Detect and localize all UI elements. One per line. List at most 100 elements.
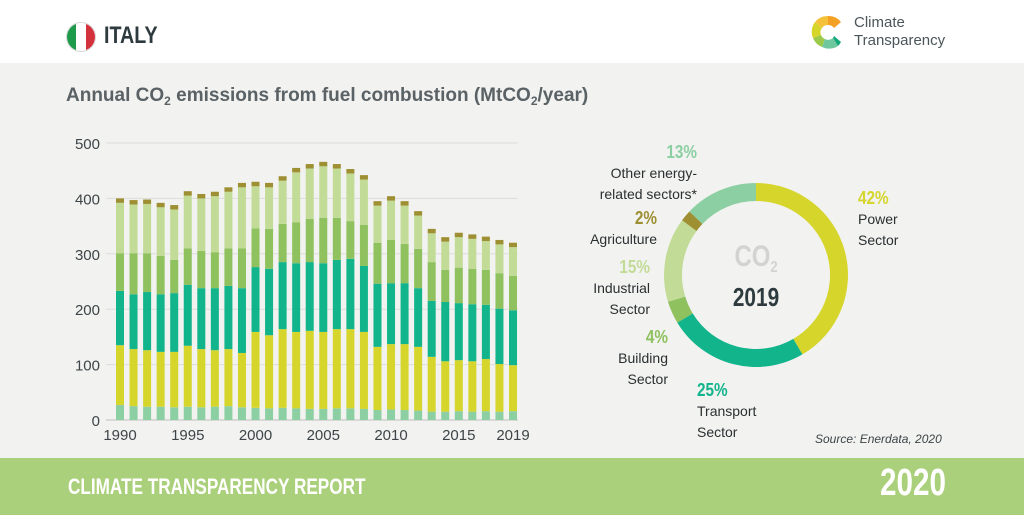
x-tick-label: 2005 xyxy=(307,427,340,444)
bar-segment-agriculture xyxy=(441,237,450,242)
bar-segment-industrial xyxy=(265,187,274,229)
bar-segment-other xyxy=(292,408,301,420)
bar-segment-building xyxy=(224,248,233,286)
bar-segment-other xyxy=(129,406,138,420)
bar-segment-power xyxy=(373,346,382,411)
bar-segment-industrial xyxy=(210,196,219,253)
y-tick-label: 500 xyxy=(75,136,100,153)
chart-title: Annual CO 2 emissions from fuel combustio… xyxy=(66,85,588,108)
flag-stripe-red xyxy=(85,23,95,51)
bar-segment-building xyxy=(332,217,341,260)
title-part: emissions from fuel combustion (MtCO xyxy=(170,85,531,106)
bar-segment-building xyxy=(414,248,423,289)
bar-segment-other xyxy=(305,408,314,420)
bar-segment-building xyxy=(116,253,124,291)
bar-segment-other xyxy=(116,405,124,420)
pct-industrial: 15% xyxy=(619,257,650,277)
label-industrial: 15% Industrial Sector xyxy=(548,257,650,320)
bar-segment-industrial xyxy=(251,186,260,229)
bar-segment-industrial xyxy=(116,202,124,254)
bar-segment-industrial xyxy=(183,195,192,249)
bar-segment-transport xyxy=(156,294,165,352)
bar-segment-agriculture xyxy=(305,164,314,169)
bar-segment-agriculture xyxy=(129,200,138,205)
label-line: Sector xyxy=(627,371,668,387)
bar-segment-other xyxy=(454,411,463,420)
bar-segment-building xyxy=(129,253,138,295)
title-part: Annual CO xyxy=(66,85,165,106)
bar-segment-transport xyxy=(400,283,409,345)
bar-segment-agriculture xyxy=(156,202,165,208)
y-tick-label: 200 xyxy=(75,302,100,319)
footer-band xyxy=(0,458,1024,515)
bar-segment-agriculture xyxy=(400,201,409,206)
label-line: Transport xyxy=(697,403,757,419)
bar-segment-transport xyxy=(454,303,463,361)
y-tick-label: 100 xyxy=(75,358,100,375)
bar-segment-industrial xyxy=(414,215,423,249)
bar-segment-transport xyxy=(387,283,396,345)
bar-segment-power xyxy=(265,335,274,409)
bar-segment-transport xyxy=(129,294,138,350)
bar-segment-other xyxy=(387,409,396,420)
pct-other: 13% xyxy=(666,142,697,162)
bar-segment-transport xyxy=(427,300,436,357)
source-note: Source: Enerdata, 2020 xyxy=(815,432,942,446)
bar-segment-other xyxy=(170,407,179,420)
x-tick-label: 2010 xyxy=(374,427,407,444)
bar-segment-building xyxy=(237,248,246,289)
bar-segment-other xyxy=(359,408,368,420)
label-line: related sectors* xyxy=(599,186,697,202)
bar-segment-power xyxy=(210,350,219,407)
bar-segment-agriculture xyxy=(170,205,179,210)
bar-segment-other xyxy=(319,408,328,420)
donut-slice-industrial xyxy=(664,220,697,302)
donut-center-year: 2019 xyxy=(732,282,780,312)
bar-segment-power xyxy=(197,349,206,408)
bar-segment-transport xyxy=(359,265,368,332)
bar-segment-power xyxy=(441,361,450,412)
bar-segment-power xyxy=(387,344,396,410)
bar-segment-power xyxy=(183,345,192,407)
bar-segment-building xyxy=(292,222,301,264)
bar-segment-other xyxy=(143,406,152,420)
pct-building: 4% xyxy=(645,327,668,347)
label-line: Industrial xyxy=(593,280,650,296)
bar-segment-building xyxy=(359,224,368,266)
bar-segment-building xyxy=(387,239,396,284)
donut-slice-agriculture xyxy=(682,211,703,231)
bar-segment-power xyxy=(454,360,463,412)
bar-segment-transport xyxy=(468,304,477,362)
bar-segment-building xyxy=(197,251,206,289)
bar-segment-agriculture xyxy=(143,199,152,204)
co2-subscript: 2 xyxy=(770,259,778,276)
bar-segment-industrial xyxy=(278,180,287,224)
bar-segment-power xyxy=(468,361,477,412)
bar-segment-industrial xyxy=(129,204,138,254)
label-agriculture: 2% Agriculture xyxy=(548,208,657,250)
label-line: Sector xyxy=(609,301,650,317)
title-subscript: 2 xyxy=(530,94,538,108)
bar-segment-other xyxy=(197,407,206,420)
bar-segment-building xyxy=(251,228,260,268)
bar-segment-other xyxy=(278,407,287,420)
bar-segment-industrial xyxy=(509,247,517,276)
bar-segment-power xyxy=(143,350,152,407)
pct-agriculture: 2% xyxy=(634,208,657,228)
x-tick-label: 1990 xyxy=(103,427,136,444)
bar-segment-power xyxy=(237,352,246,408)
bar-segment-building xyxy=(319,217,328,264)
bar-segment-industrial xyxy=(197,198,206,252)
bar-segment-transport xyxy=(183,284,192,346)
bar-segment-other xyxy=(156,406,165,420)
bar-segment-transport xyxy=(373,283,382,347)
bar-segment-industrial xyxy=(387,200,396,240)
bar-segment-agriculture xyxy=(210,191,219,197)
bar-segment-agriculture xyxy=(332,164,341,169)
x-tick-label: 2019 xyxy=(496,427,529,444)
y-tick-label: 400 xyxy=(75,191,100,208)
label-building: 4% Building Sector xyxy=(566,327,668,390)
donut-center-co2: CO2 xyxy=(724,240,788,277)
bar-segment-building xyxy=(481,269,490,305)
bar-segment-agriculture xyxy=(197,193,206,199)
